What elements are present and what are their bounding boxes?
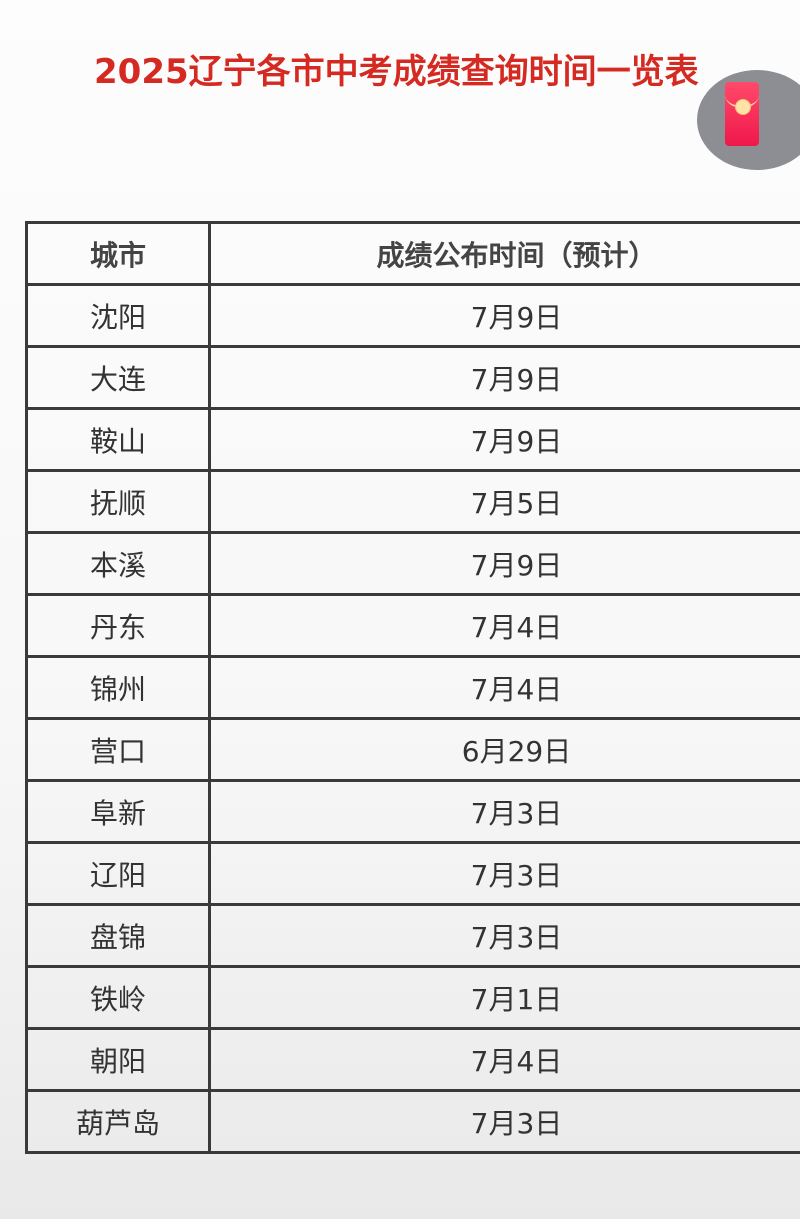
- city-cell: 沈阳: [25, 283, 211, 348]
- date-cell: 7月9日: [208, 345, 800, 410]
- score-release-table: 城市 成绩公布时间（预计） 沈阳 7月9日 大连 7月9日 鞍山 7月9日 抚顺 7月5日 本溪…: [25, 221, 800, 1154]
- city-cell: 锦州: [25, 655, 211, 720]
- city-cell: 铁岭: [25, 965, 211, 1030]
- city-cell: 盘锦: [25, 903, 211, 968]
- page-title: 2025辽宁各市中考成绩查询时间一览表: [94, 52, 699, 92]
- table-row: 辽阳 7月3日: [25, 841, 800, 906]
- table-row: 盘锦 7月3日: [25, 903, 800, 968]
- city-cell: 鞍山: [25, 407, 211, 472]
- date-cell: 7月3日: [208, 841, 800, 906]
- date-cell: 6月29日: [208, 717, 800, 782]
- city-cell: 辽阳: [25, 841, 211, 906]
- date-cell: 7月9日: [208, 531, 800, 596]
- date-cell: 7月4日: [208, 655, 800, 720]
- date-cell: 7月4日: [208, 593, 800, 658]
- city-cell: 阜新: [25, 779, 211, 844]
- city-cell: 葫芦岛: [25, 1089, 211, 1154]
- date-cell: 7月5日: [208, 469, 800, 534]
- date-cell: 7月9日: [208, 283, 800, 348]
- table-row: 抚顺 7月5日: [25, 469, 800, 534]
- table-row: 营口 6月29日: [25, 717, 800, 782]
- date-cell: 7月9日: [208, 407, 800, 472]
- city-cell: 朝阳: [25, 1027, 211, 1092]
- table-row: 沈阳 7月9日: [25, 283, 800, 348]
- table-row: 朝阳 7月4日: [25, 1027, 800, 1092]
- red-envelope-button[interactable]: [697, 70, 800, 170]
- city-cell: 营口: [25, 717, 211, 782]
- table-row: 阜新 7月3日: [25, 779, 800, 844]
- table-header-row: 城市 成绩公布时间（预计）: [25, 221, 800, 286]
- date-cell: 7月1日: [208, 965, 800, 1030]
- city-cell: 抚顺: [25, 469, 211, 534]
- city-cell: 本溪: [25, 531, 211, 596]
- city-cell: 大连: [25, 345, 211, 410]
- table-row: 葫芦岛 7月3日: [25, 1089, 800, 1154]
- date-cell: 7月4日: [208, 1027, 800, 1092]
- table-row: 鞍山 7月9日: [25, 407, 800, 472]
- table-row: 锦州 7月4日: [25, 655, 800, 720]
- table-row: 丹东 7月4日: [25, 593, 800, 658]
- date-cell: 7月3日: [208, 779, 800, 844]
- red-envelope-icon: [725, 82, 759, 146]
- table-row: 本溪 7月9日: [25, 531, 800, 596]
- city-cell: 丹东: [25, 593, 211, 658]
- table-row: 铁岭 7月1日: [25, 965, 800, 1030]
- date-cell: 7月3日: [208, 1089, 800, 1154]
- table-row: 大连 7月9日: [25, 345, 800, 410]
- date-cell: 7月3日: [208, 903, 800, 968]
- header-city: 城市: [25, 221, 211, 286]
- header-date: 成绩公布时间（预计）: [208, 221, 800, 286]
